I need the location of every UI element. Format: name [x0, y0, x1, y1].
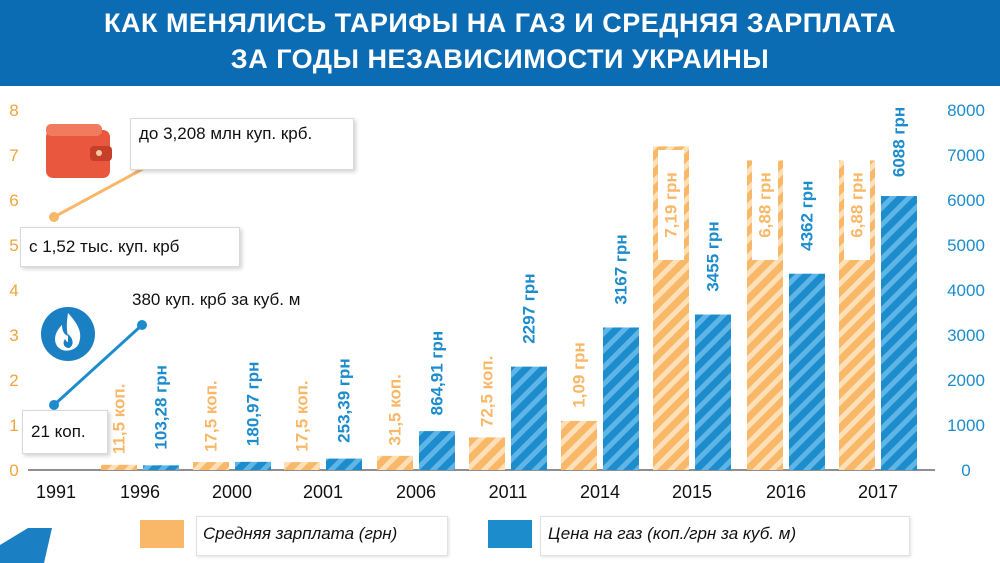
gas-data-label: 2297 грн: [520, 273, 539, 343]
left-axis-tick-label: 2: [9, 371, 18, 390]
salary-bar: [193, 462, 229, 470]
gas-data-label: 6088 грн: [890, 107, 909, 177]
salary-data-label: 17,5 коп.: [293, 380, 312, 451]
corner-decoration: [0, 528, 52, 563]
legend-swatch-gas: [488, 520, 532, 548]
x-axis-tick-label: 2016: [766, 482, 806, 502]
left-axis-tick-label: 5: [9, 236, 18, 255]
salary-data-label-bg: [752, 150, 778, 260]
gas-start-callout: 21 коп.: [22, 410, 108, 454]
gas-end-text: 380 куп. крб за куб. м: [132, 290, 301, 309]
right-axis-tick-label: 0: [961, 461, 970, 480]
gas-bar: [235, 461, 271, 470]
right-axis-tick-label: 5000: [947, 236, 985, 255]
salary-bar: [377, 455, 413, 470]
gas-data-label: 180,97 грн: [244, 362, 263, 446]
gas-data-label: 3167 грн: [612, 234, 631, 304]
gas-bar: [695, 314, 731, 470]
salary-data-label: 7,19 грн: [662, 172, 681, 238]
salary-start-text: с 1,52 тыс. куп. крб: [29, 237, 180, 256]
wallet-icon: [46, 124, 112, 178]
gas-data-label: 864,91 грн: [428, 331, 447, 415]
x-axis-tick-label: 2006: [396, 482, 436, 502]
gas-bar: [789, 273, 825, 470]
gas-bar: [326, 458, 362, 470]
x-axis-tick-label: 2011: [489, 482, 528, 502]
gas-bar: [143, 465, 179, 470]
left-axis-tick-label: 3: [9, 326, 18, 345]
left-axis-tick-label: 1: [9, 416, 18, 435]
x-axis-tick-label: 2017: [858, 482, 898, 502]
gas-data-label: 253,39 грн: [335, 358, 354, 442]
chart-title-line-1: КАК МЕНЯЛИСЬ ТАРИФЫ НА ГАЗ И СРЕДНЯЯ ЗАР…: [103, 8, 896, 38]
salary-data-label: 6,88 грн: [756, 172, 775, 238]
salary-bar: [469, 437, 505, 470]
salary-data-label-bg: [658, 150, 684, 260]
salary-bar: [561, 420, 597, 470]
left-axis-tick-label: 7: [9, 146, 18, 165]
gas-start-text: 21 коп.: [31, 422, 86, 441]
gas-bar: [511, 366, 547, 470]
right-axis-tick-label: 2000: [947, 371, 985, 390]
gas-bar: [419, 431, 455, 470]
salary-data-label: 17,5 коп.: [202, 380, 221, 451]
legend-label-salary: Средняя зарплата (грн): [203, 524, 398, 543]
x-axis-tick-label: 2000: [212, 482, 252, 502]
salary-data-label: 11,5 коп.: [110, 384, 129, 455]
gas-data-label: 103,28 грн: [152, 365, 171, 449]
left-axis-tick-label: 8: [9, 101, 18, 120]
x-axis-tick-label: 2014: [580, 482, 620, 502]
salary-bar: [101, 464, 137, 470]
left-axis-tick-label: 6: [9, 191, 18, 210]
right-axis-tick-label: 3000: [947, 326, 985, 345]
legend-swatch-salary: [140, 520, 184, 548]
right-axis-tick-label: 6000: [947, 191, 985, 210]
salary-data-label: 72,5 коп.: [478, 356, 497, 427]
x-axis-tick-label: 2001: [303, 482, 343, 502]
salary-bar: [284, 462, 320, 470]
legend-label-gas: Цена на газ (коп./грн за куб. м): [548, 524, 797, 543]
salary-end-callout: до 3,208 млн куп. крб.: [130, 118, 354, 170]
salary-start-callout: с 1,52 тыс. куп. крб: [20, 227, 240, 267]
chart-title-line-2: ЗА ГОДЫ НЕЗАВИСИМОСТИ УКРАИНЫ: [230, 44, 770, 74]
right-axis-tick-label: 7000: [947, 146, 985, 165]
left-axis-tick-label: 0: [9, 461, 18, 480]
salary-data-label: 31,5 коп.: [386, 374, 405, 445]
gas-data-label: 4362 грн: [798, 181, 817, 251]
right-axis-tick-label: 1000: [947, 416, 985, 435]
gas-trend-line: [49, 320, 147, 410]
gas-data-label: 3455 грн: [704, 221, 723, 291]
right-axis-tick-label: 4000: [947, 281, 985, 300]
right-axis-tick-label: 8000: [947, 101, 985, 120]
salary-end-text: до 3,208 млн куп. крб.: [139, 124, 313, 143]
x-axis-tick-label: 2015: [672, 482, 712, 502]
salary-data-label-bg: [844, 150, 870, 260]
title-banner: КАК МЕНЯЛИСЬ ТАРИФЫ НА ГАЗ И СРЕДНЯЯ ЗАР…: [0, 0, 1000, 86]
gas-bar: [603, 327, 639, 470]
left-axis-tick-label: 4: [9, 281, 18, 300]
x-axis-tick-label: 1991: [36, 482, 76, 502]
gas-bar: [881, 196, 917, 471]
gas-end-callout: 380 куп. крб за куб. м: [124, 283, 320, 317]
legend-item-salary-box: [196, 516, 448, 556]
salary-data-label: 6,88 грн: [848, 172, 867, 238]
flame-icon: [41, 307, 95, 361]
legend-item-gas-box: [540, 516, 910, 556]
salary-data-label: 1,09 грн: [570, 342, 589, 408]
x-axis-tick-label: 1996: [120, 482, 160, 502]
